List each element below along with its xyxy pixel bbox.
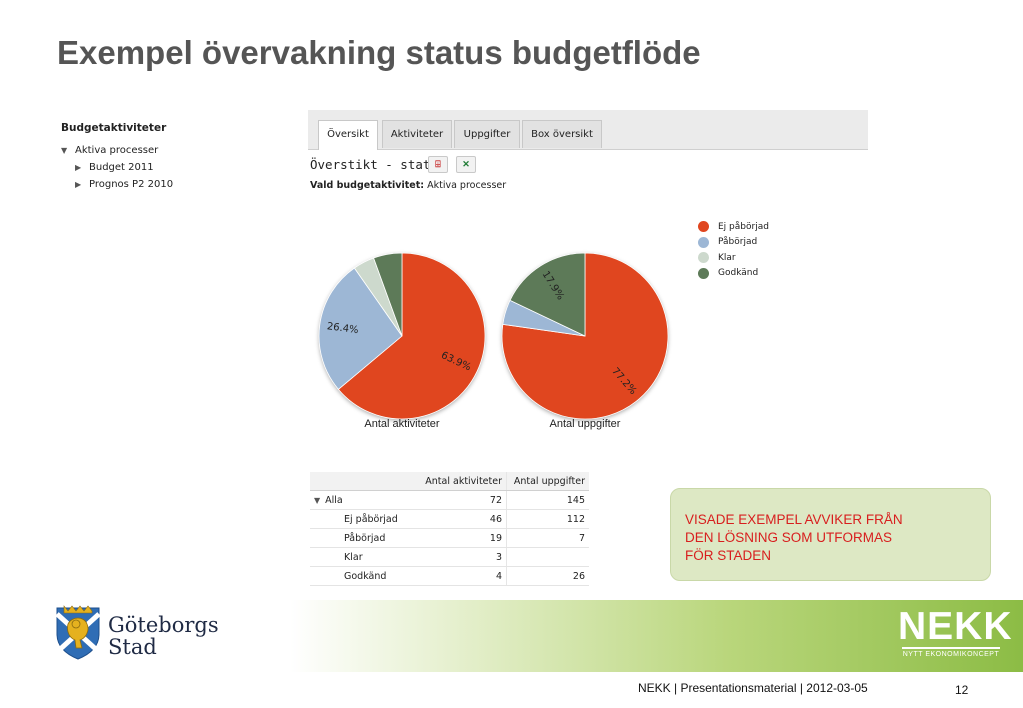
table-row: Påbörjad 19 7 [310, 528, 589, 548]
tree-item-label: Budget 2011 [89, 162, 154, 173]
legend-label: Klar [718, 252, 736, 263]
triangle-right-icon[interactable]: ▶ [75, 180, 82, 189]
pdf-export-icon[interactable]: ⌹ [428, 156, 448, 173]
table-cell-label: ▼ Alla [310, 490, 406, 510]
tab-box-oversikt[interactable]: Box översikt [522, 120, 602, 148]
table-cell-tasks: 145 [506, 490, 589, 510]
chart-legend: Ej påbörjad Påbörjad Klar Godkänd [698, 219, 769, 281]
pie-slice-label: 26.4% [326, 321, 359, 336]
footer-green-band [290, 600, 1023, 672]
tree-item-label: Aktiva processer [75, 145, 159, 156]
tab-uppgifter[interactable]: Uppgifter [454, 120, 520, 148]
legend-dot [698, 252, 709, 264]
table-cell-tasks [506, 547, 589, 567]
logo-line: Stad [108, 635, 157, 659]
nekk-logo-divider [902, 647, 1000, 649]
slide-title: Exempel övervakning status budgetflöde [57, 34, 701, 71]
excel-export-icon[interactable]: ✕ [456, 156, 476, 173]
goteborgs-stad-crest-icon [55, 605, 101, 660]
goteborgs-stad-logo-text: Göteborgs Stad [108, 614, 219, 658]
tree-item-budget-2011[interactable]: ▶ Budget 2011 [61, 159, 173, 176]
status-pie-charts: 63.9%26.4% 77.2%17.9% Antal aktiviteter … [318, 252, 669, 430]
selected-activity-label: Vald budgetaktivitet: [310, 180, 425, 191]
table-cell-activities: 46 [406, 509, 507, 529]
selected-activity-value: Aktiva processer [427, 180, 507, 191]
pie-caption-aktiviteter: Antal aktiviteter [364, 418, 440, 430]
nekk-logo: NEKK NYTT EKONOMIKONCEPT [898, 605, 1013, 663]
nekk-logo-word: NEKK [898, 605, 1013, 648]
note-line: FÖR STADEN [685, 548, 772, 563]
pie-slice[interactable] [318, 267, 403, 390]
pie-slice[interactable] [373, 252, 403, 337]
footer-text: NEKK | Presentationsmaterial | 2012-03-0… [638, 681, 868, 695]
note-line: DEN LÖSNING SOM UTFORMAS [685, 530, 893, 545]
nekk-logo-tagline: NYTT EKONOMIKONCEPT [902, 651, 1000, 658]
table-header-row: Antal aktiviteter Antal uppgifter [310, 472, 589, 491]
tab-aktiviteter[interactable]: Aktiviteter [382, 120, 452, 148]
triangle-down-icon[interactable]: ▼ [314, 495, 321, 505]
table-cell-tasks: 7 [506, 528, 589, 548]
table-cell-activities: 19 [406, 528, 507, 548]
group-label: Alla [325, 494, 343, 506]
table-cell-activities: 72 [406, 490, 507, 510]
logo-line: Göteborgs [108, 613, 219, 637]
pie-caption-uppgifter: Antal uppgifter [550, 418, 621, 430]
table-cell-activities: 3 [406, 547, 507, 567]
pie-antal-aktiviteter: 63.9%26.4% [318, 252, 486, 420]
triangle-down-icon[interactable]: ▼ [61, 146, 68, 155]
legend-label: Påbörjad [718, 237, 758, 248]
tree-heading: Budgetaktiviteter [61, 122, 167, 134]
tree-item-prognos-p2-2010[interactable]: ▶ Prognos P2 2010 [61, 176, 173, 193]
legend-dot [698, 236, 709, 248]
tree-item-active-processes[interactable]: ▼ Aktiva processer [61, 142, 173, 159]
tree-item-label: Prognos P2 2010 [89, 179, 174, 190]
table-cell-label: Klar [310, 547, 406, 567]
table-cell-label: Godkänd [310, 566, 406, 586]
tab-oversikt[interactable]: Översikt [318, 120, 378, 150]
budget-activity-tree: Budgetaktiviteter ▼ Aktiva processer ▶ B… [61, 122, 173, 193]
table-cell-label: Ej påbörjad [310, 509, 406, 529]
note-line: VISADE EXEMPEL AVVIKER FRÅN [685, 512, 903, 527]
table-cell-activities: 4 [406, 566, 507, 586]
legend-dot [698, 267, 709, 279]
legend-label: Godkänd [718, 268, 759, 279]
legend-item: Godkänd [698, 266, 769, 282]
pie-slice[interactable] [337, 252, 486, 420]
table-row: Klar 3 [310, 547, 589, 567]
pie-antal-uppgifter: 77.2%17.9% [501, 252, 669, 420]
tab-bar: Översikt Aktiviteter Uppgifter Box övers… [308, 110, 868, 150]
legend-label: Ej påbörjad [718, 221, 769, 232]
page-number: 12 [955, 683, 969, 697]
table-row: Godkänd 4 26 [310, 566, 589, 586]
disclaimer-note: VISADE EXEMPEL AVVIKER FRÅN DEN LÖSNING … [670, 488, 991, 581]
legend-dot [698, 221, 709, 233]
table-cell-label: Påbörjad [310, 528, 406, 548]
selected-activity: Vald budgetaktivitet: Aktiva processer [310, 180, 506, 191]
legend-item: Påbörjad [698, 235, 769, 251]
triangle-right-icon[interactable]: ▶ [75, 163, 82, 172]
pie-slice[interactable] [509, 252, 586, 337]
status-table: Antal aktiviteter Antal uppgifter ▼ Alla … [310, 472, 589, 586]
status-title: Överstikt - status [310, 157, 446, 172]
table-header-tasks[interactable]: Antal uppgifter [506, 472, 589, 491]
table-header-activities[interactable]: Antal aktiviteter [406, 472, 507, 491]
legend-item: Klar [698, 250, 769, 266]
table-cell-tasks: 112 [506, 509, 589, 529]
table-header-empty [310, 472, 406, 491]
table-row: Ej påbörjad 46 112 [310, 509, 589, 529]
table-group-row[interactable]: ▼ Alla 72 145 [310, 490, 589, 510]
table-cell-tasks: 26 [506, 566, 589, 586]
legend-item: Ej påbörjad [698, 219, 769, 235]
